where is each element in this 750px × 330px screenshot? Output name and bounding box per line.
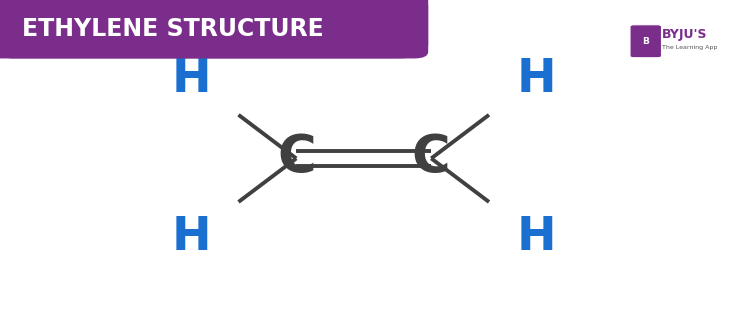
Text: BYJU'S: BYJU'S	[662, 28, 707, 41]
FancyBboxPatch shape	[630, 25, 662, 58]
Text: H: H	[172, 215, 211, 260]
Bar	[0, 0, 415, 58]
Text: The Learning App: The Learning App	[662, 45, 717, 50]
Text: H: H	[517, 57, 556, 102]
FancyBboxPatch shape	[0, 0, 427, 58]
PathPatch shape	[0, 0, 427, 58]
Text: ETHYLENE STRUCTURE: ETHYLENE STRUCTURE	[22, 17, 324, 41]
Text: H: H	[517, 215, 556, 260]
Text: C: C	[277, 132, 316, 184]
Text: H: H	[172, 57, 211, 102]
Text: B: B	[642, 37, 650, 46]
Text: C: C	[412, 132, 451, 184]
